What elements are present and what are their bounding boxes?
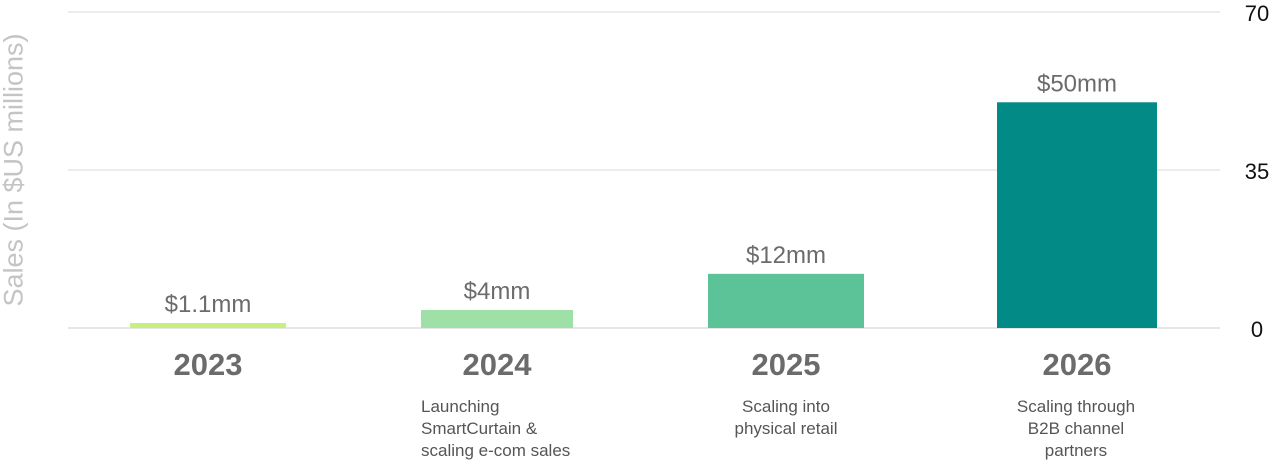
category-note-2026: Scaling through B2B channel partners — [1017, 396, 1135, 462]
data-label-2023: $1.1mm — [165, 291, 252, 318]
data-label-2025: $12mm — [746, 242, 826, 269]
bars — [130, 102, 1157, 329]
note-line: SmartCurtain & — [421, 419, 538, 438]
y-axis-label: Sales (In $US millions) — [0, 33, 29, 307]
data-label-2024: $4mm — [464, 278, 531, 305]
bar-2024 — [421, 309, 573, 328]
bar-2025 — [708, 273, 864, 328]
note-line: B2B channel — [1027, 419, 1125, 438]
y-tick-label: 0 — [1251, 317, 1263, 342]
category-label-2024: 2024 — [462, 347, 532, 382]
note-line: scaling e-com sales — [421, 441, 571, 460]
y-tick-label: 70 — [1245, 1, 1269, 26]
data-labels: $1.1mm $4mm $12mm $50mm — [165, 70, 1117, 318]
y-tick-label: 35 — [1245, 159, 1269, 184]
note-line: partners — [1044, 441, 1108, 460]
category-label-2025: 2025 — [751, 347, 821, 382]
note-line: Scaling through — [1016, 397, 1136, 416]
data-label-2026: $50mm — [1037, 70, 1117, 97]
note-line: physical retail — [734, 419, 838, 438]
y-tick-labels: 70 35 0 — [1245, 1, 1269, 342]
category-label-2023: 2023 — [173, 347, 243, 382]
category-note-2024: Launching SmartCurtain & scaling e-com s… — [421, 396, 570, 462]
bar-2023 — [130, 323, 286, 328]
note-line: Launching — [421, 397, 500, 416]
category-note-2025: Scaling into physical retail — [735, 396, 838, 440]
category-label-2026: 2026 — [1042, 347, 1112, 382]
note-line: Scaling into — [742, 397, 830, 416]
bar-2026 — [997, 102, 1157, 329]
